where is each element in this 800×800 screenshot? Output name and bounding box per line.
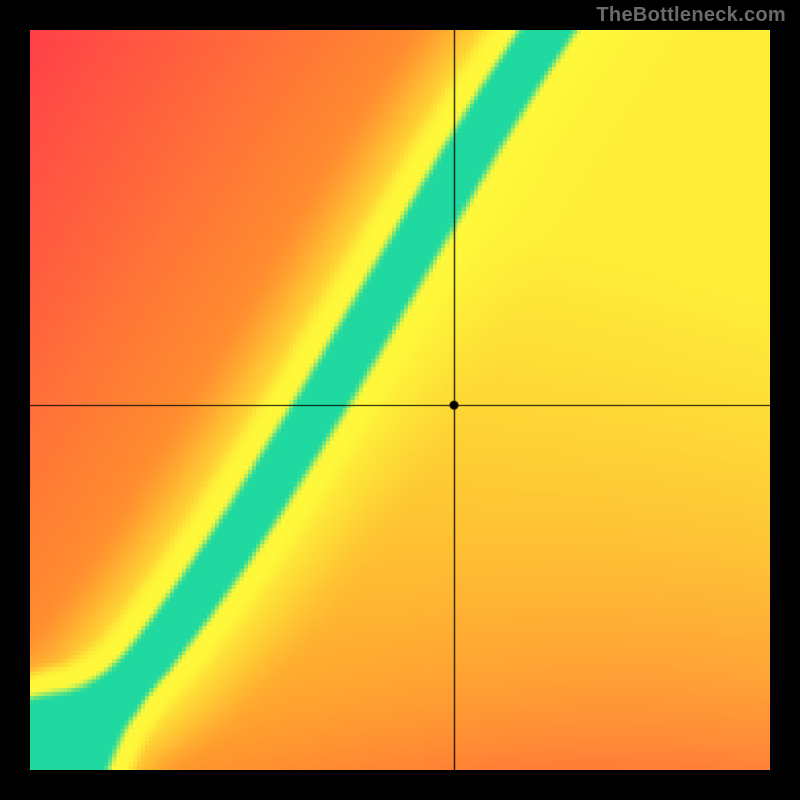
bottleneck-heatmap bbox=[30, 30, 770, 770]
watermark-text: TheBottleneck.com bbox=[596, 4, 786, 27]
chart-container: { "watermark": { "text": "TheBottleneck.… bbox=[0, 0, 800, 800]
